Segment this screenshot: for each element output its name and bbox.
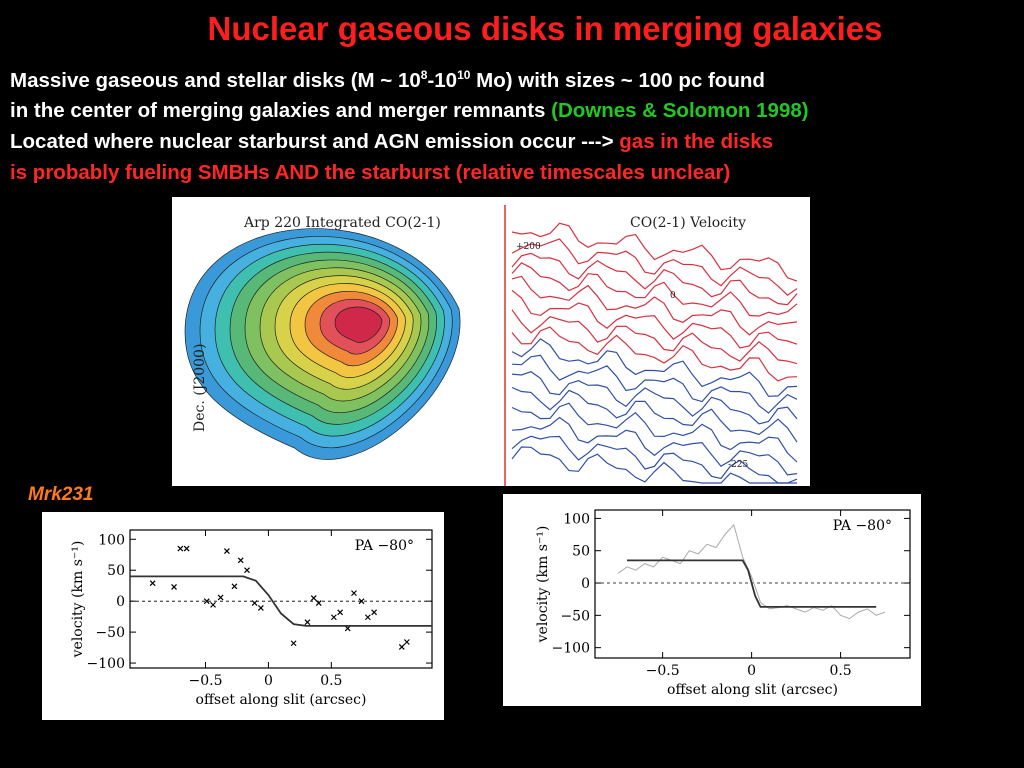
chart-background: [42, 512, 444, 720]
text: Mo) with sizes ~ 100 pc found: [470, 68, 765, 92]
data-point: [231, 583, 238, 590]
text-line: is probably fueling SMBHs AND the starbu…: [10, 161, 730, 185]
data-point: [371, 609, 378, 616]
data-point: [398, 644, 405, 650]
velocity-contour: [511, 354, 798, 414]
velocity-contour: [511, 371, 798, 425]
data-point: [177, 545, 184, 552]
chart-background: [503, 494, 921, 706]
annotation: PA −80°: [833, 518, 892, 534]
velocity-contour: [511, 252, 798, 306]
text: in the center of merging galaxies and me…: [10, 99, 552, 122]
map-title: CO(2-1) Velocity: [630, 215, 746, 231]
plot-frame: [594, 509, 911, 659]
citation: (Downes & Solomon 1998): [551, 99, 809, 122]
y-tick-label: 0: [581, 576, 590, 592]
text-line: in the center of merging galaxies and me…: [10, 99, 809, 123]
velocity-map: [511, 222, 798, 484]
contour-map: [184, 228, 461, 460]
highlight: gas in the disks: [619, 130, 774, 153]
x-tick-label: −0.5: [646, 663, 680, 679]
plot-frame: [129, 529, 433, 669]
superscript: 10: [457, 68, 471, 82]
contour-label: 0: [670, 291, 676, 301]
data-point: [149, 580, 156, 587]
superscript: 8: [420, 68, 428, 82]
data-point: [290, 640, 297, 647]
velocity-contour: [511, 446, 797, 484]
data-point: [183, 545, 190, 552]
y-tick-label: 0: [116, 594, 125, 610]
velocity-contour: [511, 416, 798, 476]
data-point: [223, 548, 230, 554]
data-point: [330, 614, 337, 621]
velocity-contour: [511, 289, 798, 349]
text: Located where nuclear starburst and AGN …: [10, 130, 620, 153]
velocity-contour: [511, 222, 798, 282]
y-tick-label: 50: [107, 563, 125, 579]
data-point: [257, 605, 264, 611]
velocity-contour: [511, 275, 798, 336]
velocity-contour: [511, 238, 798, 296]
co-maps-image: Arp 220 Integrated CO(2-1) Dec. (J2000) …: [172, 197, 810, 486]
slide-title: Nuclear gaseous disks in merging galaxie…: [207, 10, 883, 47]
x-axis-label: offset along slit (arcsec): [196, 692, 367, 708]
data-point: [210, 601, 216, 608]
contour-label: +200: [516, 242, 541, 252]
map-axis-label: Dec. (J2000): [192, 344, 208, 432]
data-point: [337, 609, 344, 616]
y-tick-label: −50: [95, 625, 125, 641]
object-label: Mrk231: [28, 484, 94, 505]
data-point: [304, 619, 311, 626]
velocity-contour: [511, 435, 798, 484]
contour-label: -225: [728, 460, 748, 470]
data-point: [251, 600, 258, 606]
data-point: [351, 590, 357, 597]
velocity-contour: [511, 326, 798, 382]
map-title: Arp 220 Integrated CO(2-1): [243, 215, 441, 231]
text-line: Massive gaseous and stellar disks (M ~ 1…: [10, 68, 765, 93]
x-tick-label: 0: [747, 663, 756, 679]
x-tick-label: 0.5: [829, 663, 851, 679]
velocity-contour: [511, 386, 798, 443]
data-point: [203, 598, 210, 605]
data-line: [627, 559, 877, 608]
data-point: [171, 584, 177, 590]
x-tick-label: −0.5: [189, 673, 223, 689]
data-point: [310, 595, 317, 601]
velocity-chart: −0.5 0 0.5 100 50 0 −50 −100 offset along slit (…: [42, 512, 444, 720]
data-line: [130, 575, 432, 627]
x-axis-label: offset along slit (arcsec): [667, 682, 838, 698]
y-tick-label: −100: [87, 656, 125, 672]
text-line: Located where nuclear starburst and AGN …: [10, 130, 773, 154]
y-axis-label: velocity (km s⁻¹): [70, 541, 86, 659]
data-point: [364, 614, 371, 621]
x-tick-label: 0.5: [320, 673, 342, 689]
y-tick-label: −50: [560, 608, 590, 624]
velocity-chart: −0.5 0 0.5 100 50 0 −50 −100 offset along slit (…: [503, 494, 921, 706]
y-tick-label: 100: [563, 511, 590, 527]
velocity-contour: [511, 338, 798, 397]
data-line: [617, 523, 886, 620]
y-tick-label: 50: [572, 544, 590, 560]
text: is probably fueling SMBHs AND the starbu…: [10, 161, 731, 184]
annotation: PA −80°: [355, 538, 414, 554]
velocity-contour: [511, 309, 798, 365]
x-tick-label: 0: [264, 673, 273, 689]
data-point: [244, 567, 250, 574]
contour: [334, 306, 383, 343]
data-point: [315, 600, 322, 606]
data-point: [358, 598, 365, 605]
velocity-contour: [511, 262, 798, 317]
text: Massive gaseous and stellar disks (M ~ 1…: [10, 68, 421, 92]
data-point: [403, 639, 410, 645]
y-tick-label: −100: [552, 641, 590, 657]
velocity-contour: [511, 402, 798, 463]
data-point: [237, 557, 244, 564]
text: -10: [427, 68, 458, 92]
data-point: [217, 594, 224, 601]
y-tick-label: 100: [98, 532, 125, 548]
y-axis-label: velocity (km s⁻¹): [535, 526, 551, 644]
